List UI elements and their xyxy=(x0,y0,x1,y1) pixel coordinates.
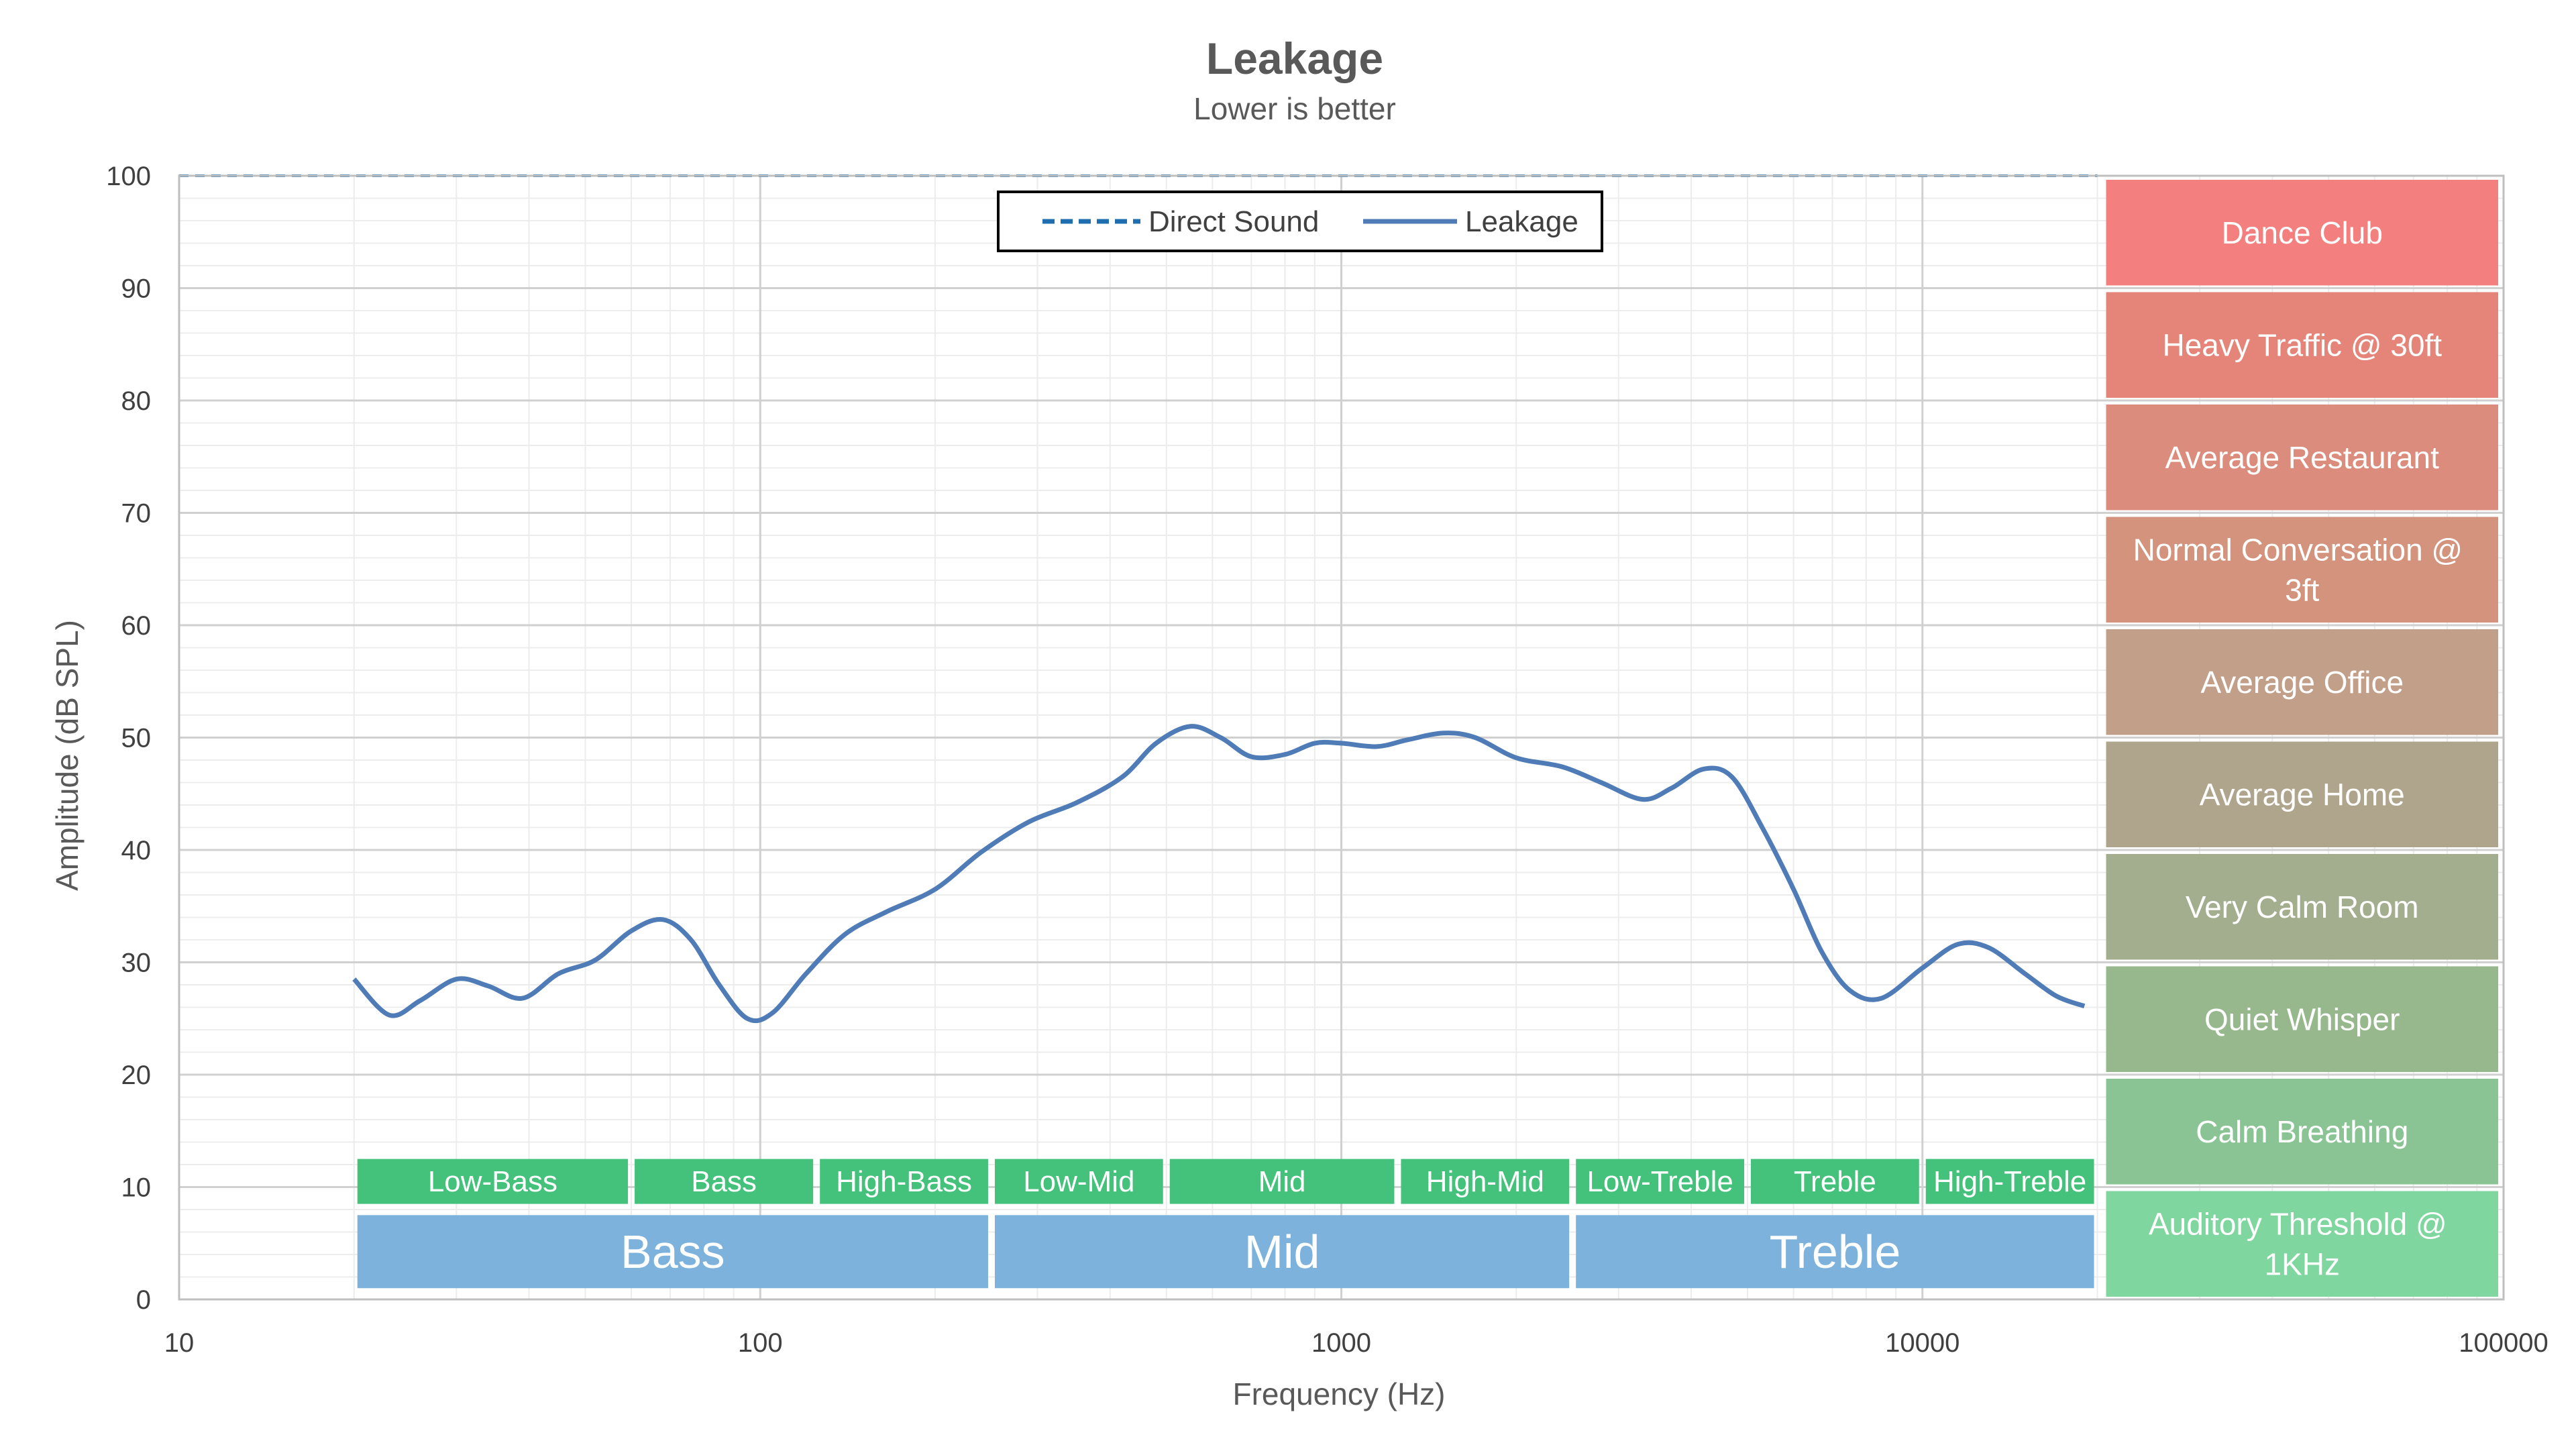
band-label: High-Bass xyxy=(836,1165,972,1198)
series-lines xyxy=(179,174,2098,1024)
plot-area-border xyxy=(178,174,2505,1301)
band-label-box xyxy=(1576,1159,1744,1204)
noise-level-box xyxy=(2106,629,2498,735)
noise-level-box xyxy=(2106,741,2498,847)
noise-level-box xyxy=(2106,1079,2498,1185)
y-tick-label: 90 xyxy=(121,274,152,304)
series-line-leakage xyxy=(352,724,2086,1024)
noise-level-box xyxy=(2106,180,2498,286)
noise-level-box xyxy=(2106,854,2498,960)
band-label: Bass xyxy=(691,1165,757,1198)
band-label: Treble xyxy=(1794,1165,1876,1198)
region-labels: Bass Mid Treble xyxy=(357,1215,2094,1289)
band-labels: Low-Bass Bass High-Bass Low-Mid Mid High-Mid L… xyxy=(357,1159,2094,1204)
noise-level-label: Normal Conversation @ 3ft xyxy=(2133,532,2471,607)
legend-entry-leakage: Leakage xyxy=(1465,205,1578,238)
band-label: Low-Treble xyxy=(1587,1165,1733,1198)
noise-level-scale: Dance Club Heavy Traffic @ 30ft Average Re… xyxy=(2106,180,2498,1297)
legend: Direct Sound Leakage xyxy=(997,191,1603,252)
noise-level-box xyxy=(2106,292,2498,398)
band-label: Low-Bass xyxy=(428,1165,557,1198)
region-label: Bass xyxy=(621,1226,725,1278)
noise-level-box xyxy=(2106,1191,2498,1297)
y-tick-label: 60 xyxy=(121,611,152,641)
band-label-box xyxy=(1925,1159,2094,1204)
region-label: Mid xyxy=(1244,1226,1320,1278)
band-label: Low-Mid xyxy=(1023,1165,1134,1198)
band-label-box xyxy=(635,1159,814,1204)
noise-level-box xyxy=(2106,517,2498,623)
x-tick-label: 10000 xyxy=(1885,1328,1960,1358)
region-label-box xyxy=(1576,1215,2094,1289)
band-label: High-Mid xyxy=(1426,1165,1544,1198)
y-tick-label: 0 xyxy=(136,1285,151,1315)
band-label-box xyxy=(1169,1159,1395,1204)
band-label-box xyxy=(994,1159,1163,1204)
noise-level-box xyxy=(2106,966,2498,1072)
noise-level-label: Calm Breathing xyxy=(2196,1114,2408,1149)
region-label-box xyxy=(994,1215,1570,1289)
y-tick-label: 70 xyxy=(121,499,152,529)
band-label-box xyxy=(820,1159,988,1204)
y-tick-label: 10 xyxy=(121,1173,152,1203)
x-tick-label: 100 xyxy=(738,1328,783,1358)
y-axis-label: Amplitude (dB SPL) xyxy=(50,620,85,891)
band-label-box xyxy=(1401,1159,1570,1204)
noise-level-label: Quiet Whisper xyxy=(2204,1002,2400,1036)
legend-entry-direct-sound: Direct Sound xyxy=(1148,205,1319,238)
noise-level-label: Very Calm Room xyxy=(2186,890,2419,924)
axes: 0 10 20 30 40 50 60 70 80 90 100 10 100 1000 10000 1000… xyxy=(106,162,2548,1358)
y-tick-label: 40 xyxy=(121,836,152,865)
noise-level-label: Auditory Threshold @ 1KHz xyxy=(2149,1206,2456,1281)
band-label: High-Treble xyxy=(1933,1165,2086,1198)
y-tick-label: 20 xyxy=(121,1061,152,1090)
y-tick-label: 100 xyxy=(106,162,151,191)
chart-subtitle: Lower is better xyxy=(1193,91,1396,126)
noise-level-box xyxy=(2106,405,2498,511)
y-tick-label: 30 xyxy=(121,949,152,978)
band-label-box xyxy=(357,1159,629,1204)
band-label: Mid xyxy=(1258,1165,1306,1198)
noise-level-label: Average Home xyxy=(2200,777,2405,812)
noise-level-label: Heavy Traffic @ 30ft xyxy=(2162,327,2442,362)
x-tick-label: 10 xyxy=(164,1328,195,1358)
region-label: Treble xyxy=(1769,1226,1900,1278)
noise-level-label: Dance Club xyxy=(2222,215,2383,250)
region-label-box xyxy=(357,1215,988,1289)
y-tick-label: 50 xyxy=(121,724,152,753)
x-tick-label: 1000 xyxy=(1311,1328,1371,1358)
noise-level-label: Average Restaurant xyxy=(2165,440,2440,475)
chart-title: Leakage xyxy=(1206,34,1383,83)
band-label-box xyxy=(1750,1159,1919,1204)
x-axis-label: Frequency (Hz) xyxy=(1233,1377,1446,1411)
y-tick-label: 80 xyxy=(121,386,152,416)
x-tick-label: 100000 xyxy=(2459,1328,2548,1358)
noise-level-label: Average Office xyxy=(2200,665,2404,700)
